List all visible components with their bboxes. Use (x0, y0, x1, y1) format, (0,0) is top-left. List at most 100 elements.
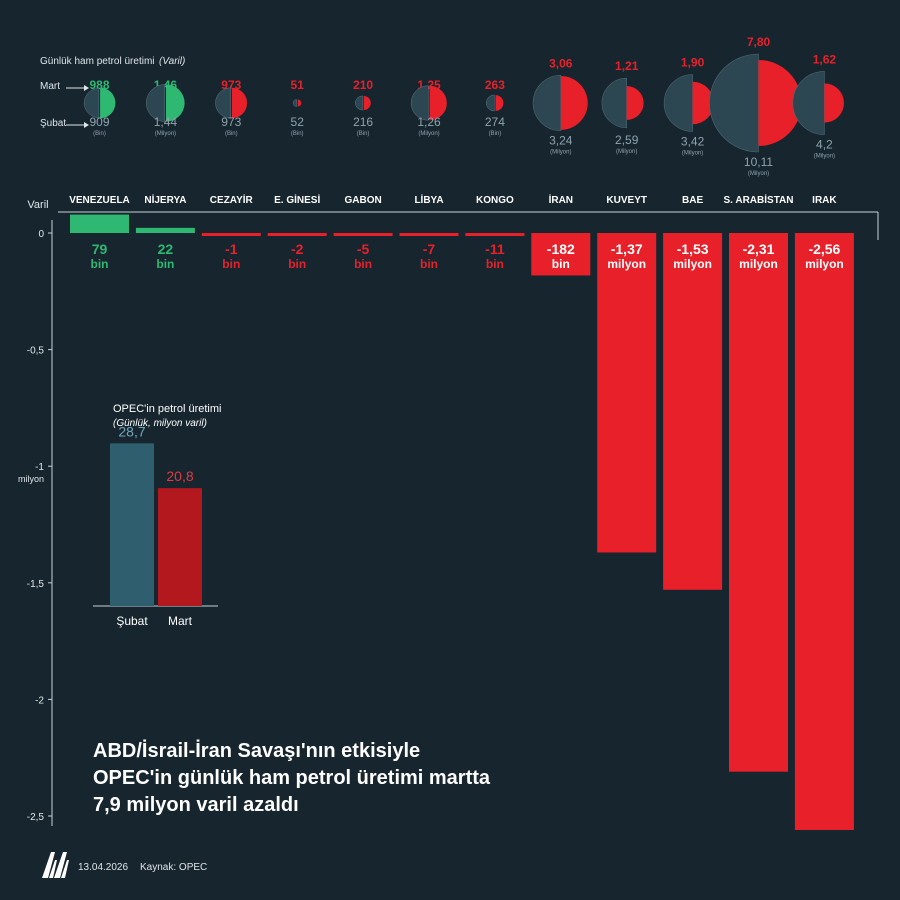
change-unit-label: milyon (805, 257, 844, 271)
aa-logo-icon (42, 852, 69, 878)
february-half-icon (792, 71, 825, 135)
march-half-icon (560, 76, 588, 130)
inset-bar (110, 443, 154, 606)
change-bar (267, 233, 327, 236)
march-half-icon (166, 84, 185, 122)
change-value-label: -2,56 (808, 241, 840, 257)
y-axis-label: Varil (27, 199, 48, 211)
change-bar (333, 233, 393, 236)
february-value: 4,2 (816, 138, 833, 152)
february-value: 216 (353, 115, 373, 129)
february-half-icon (146, 84, 166, 122)
february-half-icon (355, 95, 363, 111)
headline-line-1: ABD/İsrail-İran Savaşı'nın etkisiyle (93, 740, 421, 762)
country-label: GABON (344, 195, 381, 206)
march-half-icon (824, 83, 845, 123)
february-value: 1,44 (154, 115, 178, 129)
change-unit-label: milyon (607, 257, 646, 271)
inset-title: OPEC'in petrol üretimi (113, 403, 221, 415)
change-value-label: -2,31 (743, 241, 775, 257)
change-bar (70, 214, 129, 233)
change-value-label: -5 (357, 241, 370, 257)
change-value-label: 22 (158, 241, 174, 257)
unit-label: (Bin) (291, 131, 304, 137)
change-value-label: -1 (225, 241, 238, 257)
change-bar (597, 233, 657, 553)
february-half-icon (709, 53, 759, 153)
change-value-label: -1,53 (677, 241, 709, 257)
unit-label: (Bin) (225, 131, 238, 137)
inset-category-label: Mart (168, 614, 193, 628)
country-label: S. ARABİSTAN (724, 193, 794, 206)
february-value: 973 (221, 115, 241, 129)
country-label: İRAN (549, 193, 573, 206)
inset-value-label: 20,8 (166, 468, 193, 484)
inset-category-label: Şubat (116, 614, 148, 628)
february-value: 52 (291, 115, 305, 129)
february-half-icon (663, 74, 693, 132)
change-unit-label: milyon (673, 257, 712, 271)
change-unit-label: bin (288, 257, 306, 271)
unit-label: (Milyon) (682, 150, 703, 156)
february-half-icon (410, 85, 429, 121)
march-value: 1,21 (615, 59, 639, 73)
march-half-icon (495, 95, 504, 111)
unit-label: (Bin) (93, 131, 106, 137)
change-bar (794, 233, 854, 830)
change-bar (729, 233, 788, 772)
row-arrow-icon (84, 85, 89, 91)
unit-label: (Milyon) (616, 149, 637, 155)
march-value: 51 (291, 78, 305, 92)
february-value: 1,26 (417, 115, 441, 129)
country-label: KONGO (476, 195, 514, 206)
summary-header: Günlük ham petrol üretimi (40, 56, 155, 67)
february-half-icon (601, 77, 627, 129)
change-bar (399, 233, 459, 236)
change-value-label: -182 (547, 241, 575, 257)
country-label: CEZAYİR (210, 193, 254, 206)
change-unit-label: bin (486, 257, 504, 271)
row-label-march: Mart (40, 81, 60, 92)
headline-line-2: OPEC'in günlük ham petrol üretimi martta (93, 767, 491, 789)
y-tick-label: -1,5 (27, 579, 45, 590)
february-value: 3,24 (549, 134, 573, 148)
march-half-icon (758, 59, 802, 147)
march-half-icon (363, 95, 371, 111)
unit-label: (Bin) (489, 131, 502, 137)
y-tick-label: -2,5 (27, 812, 45, 823)
february-half-icon (84, 88, 100, 118)
february-half-icon (292, 99, 297, 107)
change-unit-label: milyon (739, 257, 778, 271)
march-half-icon (297, 99, 302, 107)
february-value: 2,59 (615, 133, 639, 147)
march-half-icon (231, 87, 248, 119)
change-bar (663, 233, 723, 590)
march-value: 263 (485, 78, 505, 92)
change-unit-label: bin (552, 257, 570, 271)
row-label-february: Şubat (40, 118, 66, 129)
february-half-icon (486, 94, 495, 112)
country-label: KUVEYT (606, 195, 647, 206)
unit-label: (Milyon) (748, 171, 769, 177)
summary-header-unit: (Varil) (159, 56, 185, 67)
y-tick-label: -1 (35, 462, 44, 473)
unit-label: (Milyon) (550, 150, 571, 156)
change-bar (201, 233, 261, 236)
y-tick-unit-label: milyon (18, 474, 44, 484)
change-bar (465, 233, 525, 236)
unit-label: (Bin) (357, 131, 370, 137)
y-tick-label: -0,5 (27, 346, 45, 357)
change-unit-label: bin (222, 257, 240, 271)
march-half-icon (692, 81, 714, 125)
change-value-label: -2 (291, 241, 304, 257)
march-value: 3,06 (549, 56, 573, 70)
footer-source: Kaynak: OPEC (140, 862, 208, 873)
change-value-label: -1,37 (611, 241, 643, 257)
country-label: E. GİNESİ (274, 193, 320, 206)
february-half-icon (532, 74, 562, 132)
march-half-icon (100, 87, 116, 119)
inset-bar (158, 488, 202, 606)
february-half-icon (215, 87, 231, 119)
